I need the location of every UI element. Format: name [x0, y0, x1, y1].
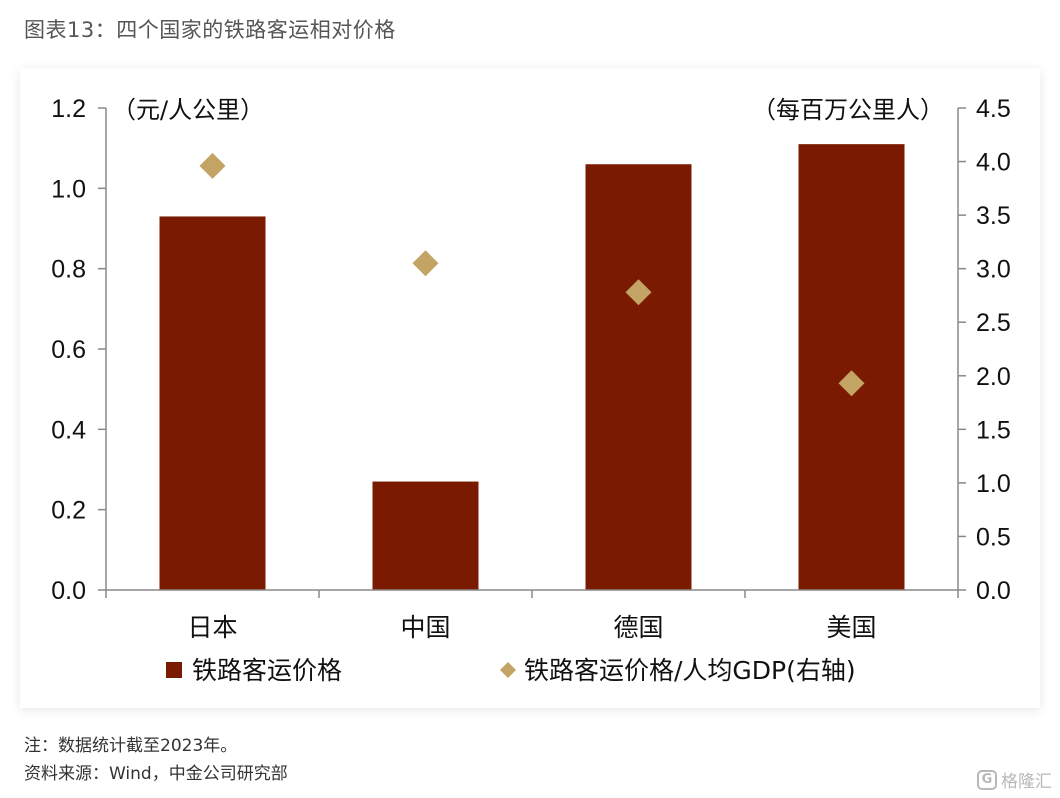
left-tick-label: 0.0	[51, 577, 86, 605]
chart-card: 0.0 0.2 0.4 0.6 0.8 1.0 1.2 0.0 0.5 1.0 1.5 2.0 2.5…	[20, 68, 1040, 708]
right-tick-label: 2.0	[976, 363, 1011, 391]
diamond-point-日本	[199, 152, 226, 179]
right-tick-label: 3.5	[976, 202, 1011, 230]
legend-diamond-label: 铁路客运价格/人均GDP(右轴)	[524, 656, 856, 685]
diamond-point-中国	[412, 250, 439, 277]
source-note: 资料来源：Wind，中金公司研究部	[24, 764, 288, 784]
x-category-label: 美国	[826, 613, 876, 642]
bar-德国	[585, 164, 692, 590]
x-category-label: 日本	[187, 613, 237, 642]
left-tick-label: 0.2	[51, 497, 86, 525]
legend-diamond-swatch	[500, 662, 516, 678]
bar-中国	[372, 481, 479, 590]
diamond-point-美国	[838, 370, 865, 397]
dual-axis-chart: 0.0 0.2 0.4 0.6 0.8 1.0 1.2 0.0 0.5 1.0 1.5 2.0 2.5…	[51, 95, 1011, 685]
bar-日本	[159, 216, 266, 590]
diamond-point-德国	[625, 279, 652, 306]
x-category-label: 中国	[400, 613, 450, 642]
legend-bar-swatch	[166, 662, 182, 678]
left-tick-label: 1.0	[51, 175, 86, 203]
watermark-logo-icon: G	[977, 769, 997, 790]
bar-美国	[798, 144, 905, 590]
left-axis-unit-label: （元/人公里）	[112, 96, 264, 124]
left-tick-label: 0.8	[51, 256, 86, 284]
x-category-label: 德国	[613, 613, 663, 642]
left-tick-label: 0.4	[51, 416, 86, 444]
right-tick-label: 1.5	[976, 416, 1011, 444]
right-tick-label: 3.0	[976, 256, 1011, 284]
left-y-axis: 0.0 0.2 0.4 0.6 0.8 1.0 1.2	[51, 95, 107, 605]
right-tick-label: 4.0	[976, 149, 1011, 177]
figure-title: 图表13：四个国家的铁路客运相对价格	[24, 18, 396, 42]
footnote: 注：数据统计截至2023年。	[24, 736, 238, 756]
right-tick-label: 0.0	[976, 577, 1011, 605]
left-tick-label: 1.2	[51, 95, 86, 123]
right-tick-label: 4.5	[976, 95, 1011, 123]
watermark: G 格隆汇	[977, 767, 1052, 792]
right-tick-label: 1.0	[976, 470, 1011, 498]
right-tick-label: 2.5	[976, 309, 1011, 337]
right-axis-unit-label: （每百万公里人）	[752, 96, 944, 124]
watermark-text: 格隆汇	[1001, 772, 1052, 792]
right-tick-label: 0.5	[976, 523, 1011, 551]
x-axis: 日本 中国 德国 美国	[105, 589, 959, 642]
left-tick-label: 0.6	[51, 336, 86, 364]
bar-series	[159, 144, 905, 590]
legend: 铁路客运价格 铁路客运价格/人均GDP(右轴)	[166, 656, 856, 685]
right-y-axis: 0.0 0.5 1.0 1.5 2.0 2.5 3.0 3.5 4.0 4.5	[957, 95, 1011, 605]
legend-bar-label: 铁路客运价格	[192, 656, 342, 685]
diamond-series	[199, 152, 865, 397]
